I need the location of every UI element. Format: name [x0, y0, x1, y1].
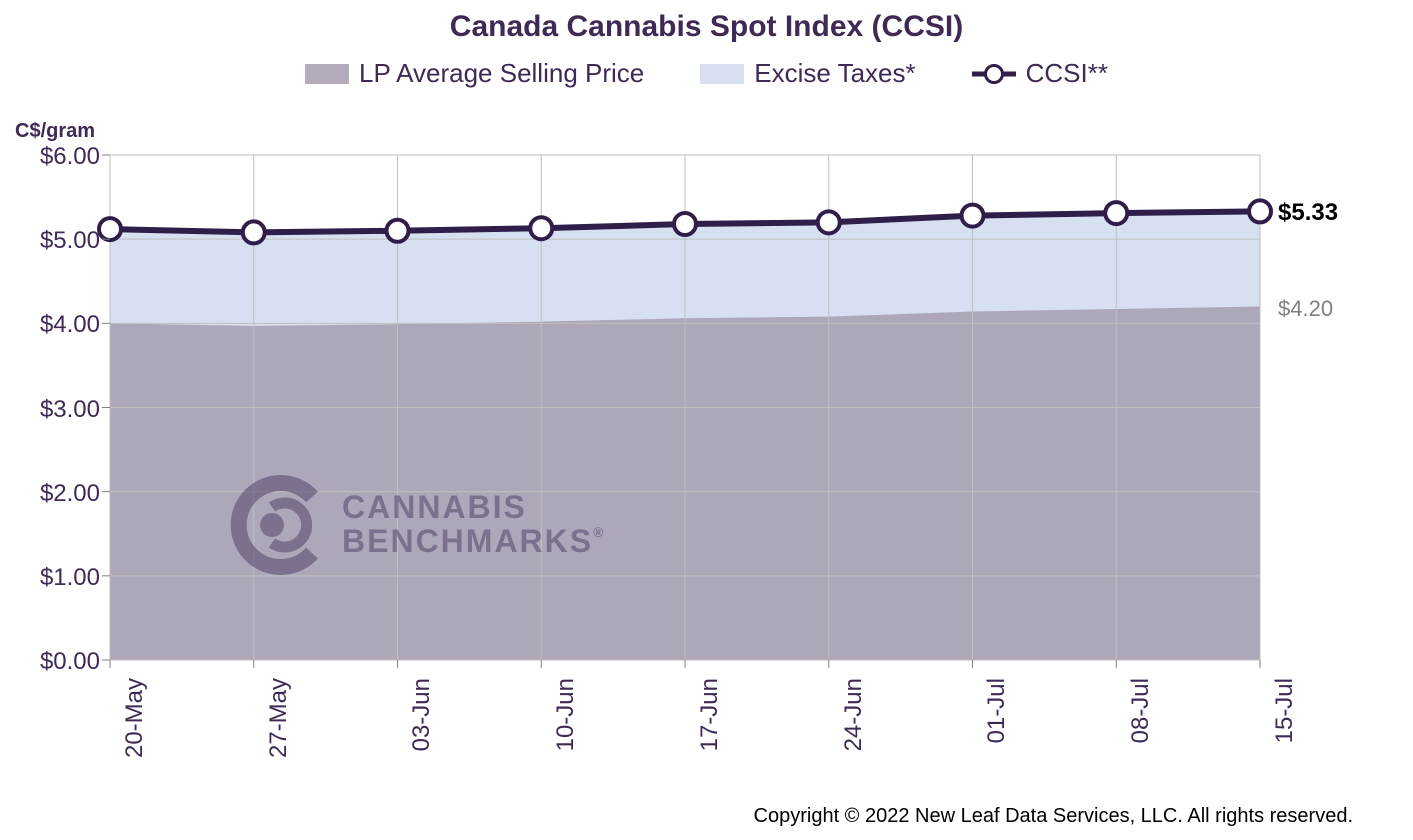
- legend-swatch-area: [700, 64, 744, 84]
- legend-label: CCSI**: [1026, 58, 1108, 89]
- legend-item-excise: Excise Taxes*: [700, 58, 915, 89]
- watermark-line2: BENCHMARKS: [342, 523, 593, 559]
- ccsi-chart: Canada Cannabis Spot Index (CCSI) LP Ave…: [0, 0, 1413, 840]
- y-tick-label: $4.00: [20, 311, 100, 339]
- legend-item-ccsi: CCSI**: [972, 58, 1108, 89]
- chart-legend: LP Average Selling Price Excise Taxes* CCS…: [0, 58, 1413, 91]
- plot-area: [110, 155, 1260, 660]
- x-tick-label: 03-Jun: [408, 678, 436, 818]
- end-label-ccsi: $5.33: [1278, 199, 1338, 227]
- chart-title: Canada Cannabis Spot Index (CCSI): [0, 10, 1413, 44]
- x-tick-label: 08-Jul: [1127, 678, 1155, 818]
- x-tick-label: 17-Jun: [696, 678, 724, 818]
- cannabis-benchmarks-icon: [230, 475, 330, 575]
- legend-label: LP Average Selling Price: [359, 58, 644, 89]
- x-tick-label: 27-May: [265, 678, 293, 818]
- end-label-lp_avg: $4.20: [1278, 296, 1333, 322]
- watermark-line1: CANNABIS: [342, 489, 527, 525]
- y-tick-label: $5.00: [20, 227, 100, 255]
- x-tick-label: 20-May: [121, 678, 149, 818]
- legend-label: Excise Taxes*: [754, 58, 915, 89]
- y-tick-label: $0.00: [20, 648, 100, 676]
- y-tick-label: $3.00: [20, 396, 100, 424]
- x-tick-label: 10-Jun: [552, 678, 580, 818]
- watermark-logo: CANNABIS BENCHMARKS®: [230, 475, 605, 575]
- x-tick-label: 15-Jul: [1271, 678, 1299, 818]
- legend-swatch-line: [972, 64, 1016, 84]
- y-tick-label: $6.00: [20, 143, 100, 171]
- legend-item-lp_avg: LP Average Selling Price: [305, 58, 644, 89]
- y-tick-label: $2.00: [20, 480, 100, 508]
- registered-mark: ®: [593, 524, 605, 540]
- legend-swatch-area: [305, 64, 349, 84]
- watermark-text: CANNABIS BENCHMARKS®: [342, 491, 605, 558]
- y-tick-label: $1.00: [20, 564, 100, 592]
- x-tick-label: 24-Jun: [840, 678, 868, 818]
- y-axis-title: C$/gram: [15, 120, 95, 143]
- x-tick-label: 01-Jul: [983, 678, 1011, 818]
